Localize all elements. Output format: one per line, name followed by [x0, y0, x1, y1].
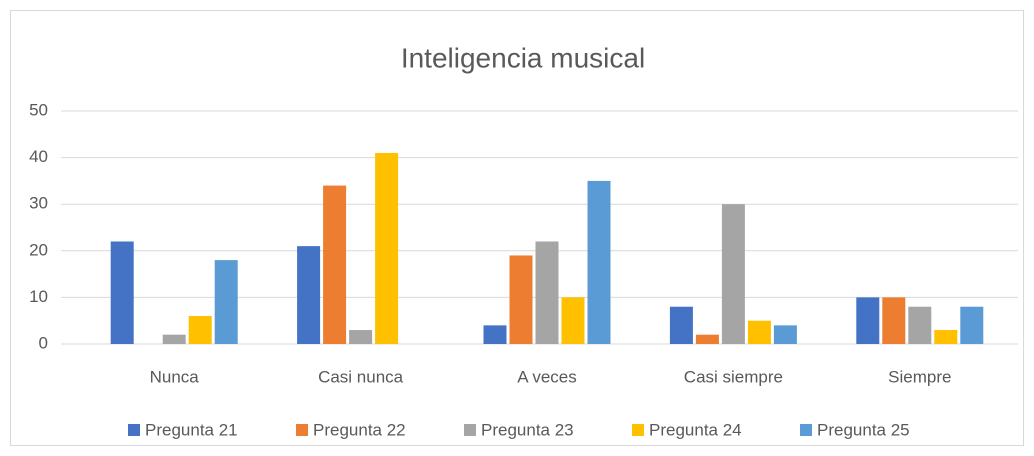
bar	[721, 204, 745, 344]
bar	[587, 180, 611, 344]
legend-label: Pregunta 22	[313, 420, 406, 439]
bar	[747, 320, 771, 344]
chart-title: Inteligencia musical	[401, 42, 645, 73]
legend-label: Pregunta 25	[817, 420, 910, 439]
x-tick-label: Siempre	[888, 367, 951, 386]
bar	[483, 325, 507, 344]
y-tick-label: 20	[29, 240, 48, 259]
bar	[214, 260, 238, 344]
x-tick-label: Casi siempre	[684, 367, 783, 386]
bar	[297, 246, 321, 344]
bar	[561, 297, 585, 344]
y-tick-label: 0	[39, 333, 48, 352]
legend-swatch	[800, 424, 812, 436]
y-tick-label: 10	[29, 287, 48, 306]
bar	[509, 255, 533, 344]
x-tick-label: A veces	[517, 367, 577, 386]
bar	[669, 306, 693, 344]
legend-swatch	[632, 424, 644, 436]
bar	[110, 241, 134, 344]
bar	[960, 306, 984, 344]
legend-label: Pregunta 23	[481, 420, 574, 439]
bar	[773, 325, 797, 344]
bar	[349, 330, 373, 344]
bar	[188, 316, 212, 344]
x-tick-label: Nunca	[150, 367, 200, 386]
bar	[856, 297, 880, 344]
legend-swatch	[128, 424, 140, 436]
y-tick-label: 30	[29, 194, 48, 213]
bar	[695, 334, 719, 344]
bar	[882, 297, 906, 344]
bar	[323, 185, 347, 344]
legend-label: Pregunta 21	[145, 420, 238, 439]
legend-swatch	[464, 424, 476, 436]
bar	[535, 241, 559, 344]
bar	[162, 334, 186, 344]
legend-swatch	[296, 424, 308, 436]
x-tick-label: Casi nunca	[318, 367, 404, 386]
bar	[375, 152, 399, 344]
bar	[934, 330, 958, 344]
bar	[908, 306, 932, 344]
y-tick-label: 40	[29, 147, 48, 166]
y-tick-label: 50	[29, 100, 48, 119]
chart-border	[10, 10, 1024, 446]
legend-label: Pregunta 24	[649, 420, 742, 439]
